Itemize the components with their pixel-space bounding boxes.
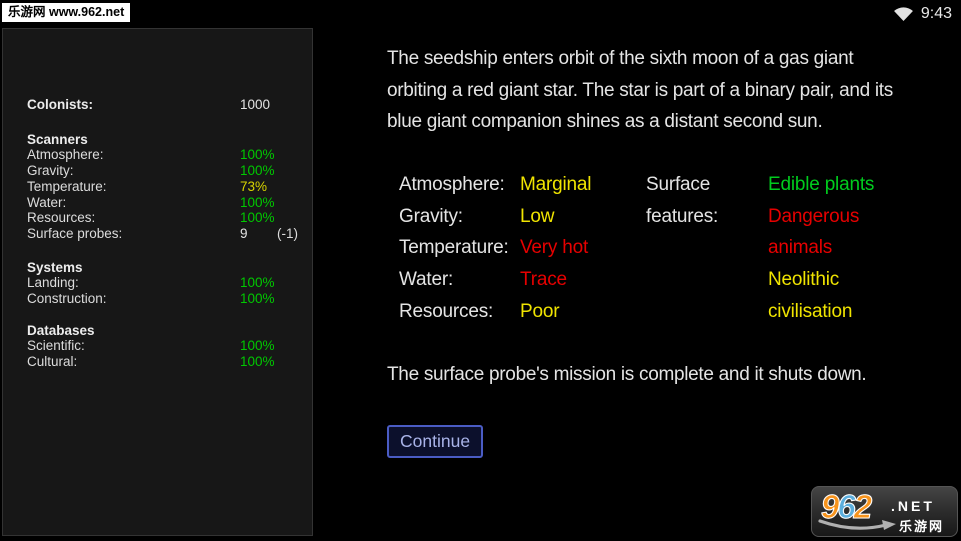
stat-row-water: Water: 100%	[27, 195, 292, 211]
stat-row-surface-probes: Surface probes: 9 (-1)	[27, 225, 298, 242]
status-bar: 乐游网 www.962.net 9:43	[0, 0, 961, 27]
stat-label: Surface probes:	[27, 225, 123, 241]
stat-row-resources: Resources: 100%	[27, 210, 292, 226]
stat-label: Construction:	[27, 291, 107, 307]
section-title-scanners: Scanners	[27, 131, 88, 147]
colonists-value: 1000	[240, 97, 271, 112]
surface-features-label: Surface	[646, 174, 711, 196]
attr-value: Poor	[520, 300, 560, 322]
attr-label: Temperature:	[399, 237, 509, 259]
attr-label: Water:	[399, 269, 454, 291]
site-watermark-badge: 乐游网 www.962.net	[2, 3, 131, 22]
surface-feature: animals	[768, 237, 833, 259]
stat-value: 100%	[240, 163, 275, 179]
stat-label: Atmosphere:	[27, 147, 104, 163]
clock: 9:43	[920, 4, 952, 22]
stat-row-cultural: Cultural: 100%	[27, 354, 292, 370]
wifi-icon	[893, 6, 913, 21]
stat-row-scientific: Scientific: 100%	[27, 338, 292, 354]
site-logo-watermark: 962 .NET 乐游网	[811, 486, 958, 537]
logo-swoosh-arrow-icon	[818, 519, 896, 530]
stat-label: Gravity:	[27, 163, 74, 179]
stat-label: Scientific:	[27, 338, 85, 354]
section-title-databases: Databases	[27, 322, 95, 338]
stat-value: 100%	[240, 194, 275, 210]
stat-value: 100%	[240, 210, 275, 226]
planet-attributes-table: Atmosphere: Marginal Surface Edible plan…	[399, 169, 953, 327]
stat-label: Landing:	[27, 275, 79, 291]
continue-button[interactable]: Continue	[387, 425, 484, 459]
attr-value: Trace	[520, 269, 567, 291]
stat-row-atmosphere: Atmosphere: 100%	[27, 147, 292, 163]
event-text-area: The seedship enters orbit of the sixth m…	[387, 26, 953, 459]
attr-value: Low	[520, 205, 555, 227]
stat-label: Cultural:	[27, 354, 78, 370]
colonists-label: Colonists:	[27, 97, 93, 112]
stat-delta: (-1)	[277, 225, 298, 241]
attr-label: Atmosphere:	[399, 174, 505, 196]
ship-status-panel: Colonists: 1000 Scanners Atmosphere: 100…	[2, 28, 313, 536]
event-result-text: The surface probe's mission is complete …	[387, 364, 867, 386]
stat-value: 100%	[240, 291, 275, 307]
status-bar-right: 9:43	[893, 0, 952, 27]
stat-row-landing: Landing: 100%	[27, 275, 292, 291]
surface-feature: Edible plants	[768, 174, 875, 196]
attr-value: Very hot	[520, 237, 589, 259]
logo-962-text: 962	[820, 488, 872, 526]
surface-feature: Neolithic	[768, 269, 840, 291]
attr-value: Marginal	[520, 174, 592, 196]
logo-net-text: .NET	[891, 498, 935, 514]
surface-feature: civilisation	[768, 300, 853, 322]
section-title-systems: Systems	[27, 259, 83, 275]
stat-value: 73%	[240, 178, 268, 194]
surface-feature: Dangerous	[768, 205, 860, 227]
stat-value: 9	[240, 225, 248, 241]
stat-row-construction: Construction: 100%	[27, 291, 292, 307]
stat-label: Temperature:	[27, 178, 107, 194]
stat-label: Water:	[27, 194, 67, 210]
colonists-row: Colonists: 1000	[27, 97, 292, 113]
logo-site-name: 乐游网	[899, 519, 945, 534]
stat-value: 100%	[240, 338, 275, 354]
surface-features-label: features:	[646, 205, 719, 227]
stat-label: Resources:	[27, 210, 96, 226]
attr-label: Gravity:	[399, 205, 463, 227]
stat-value: 100%	[240, 275, 275, 291]
stat-value: 100%	[240, 147, 275, 163]
stat-value: 100%	[240, 354, 275, 370]
stat-row-temperature: Temperature: 73%	[27, 179, 292, 195]
attr-label: Resources:	[399, 300, 494, 322]
stat-row-gravity: Gravity: 100%	[27, 163, 292, 179]
event-paragraph: The seedship enters orbit of the sixth m…	[387, 48, 893, 133]
